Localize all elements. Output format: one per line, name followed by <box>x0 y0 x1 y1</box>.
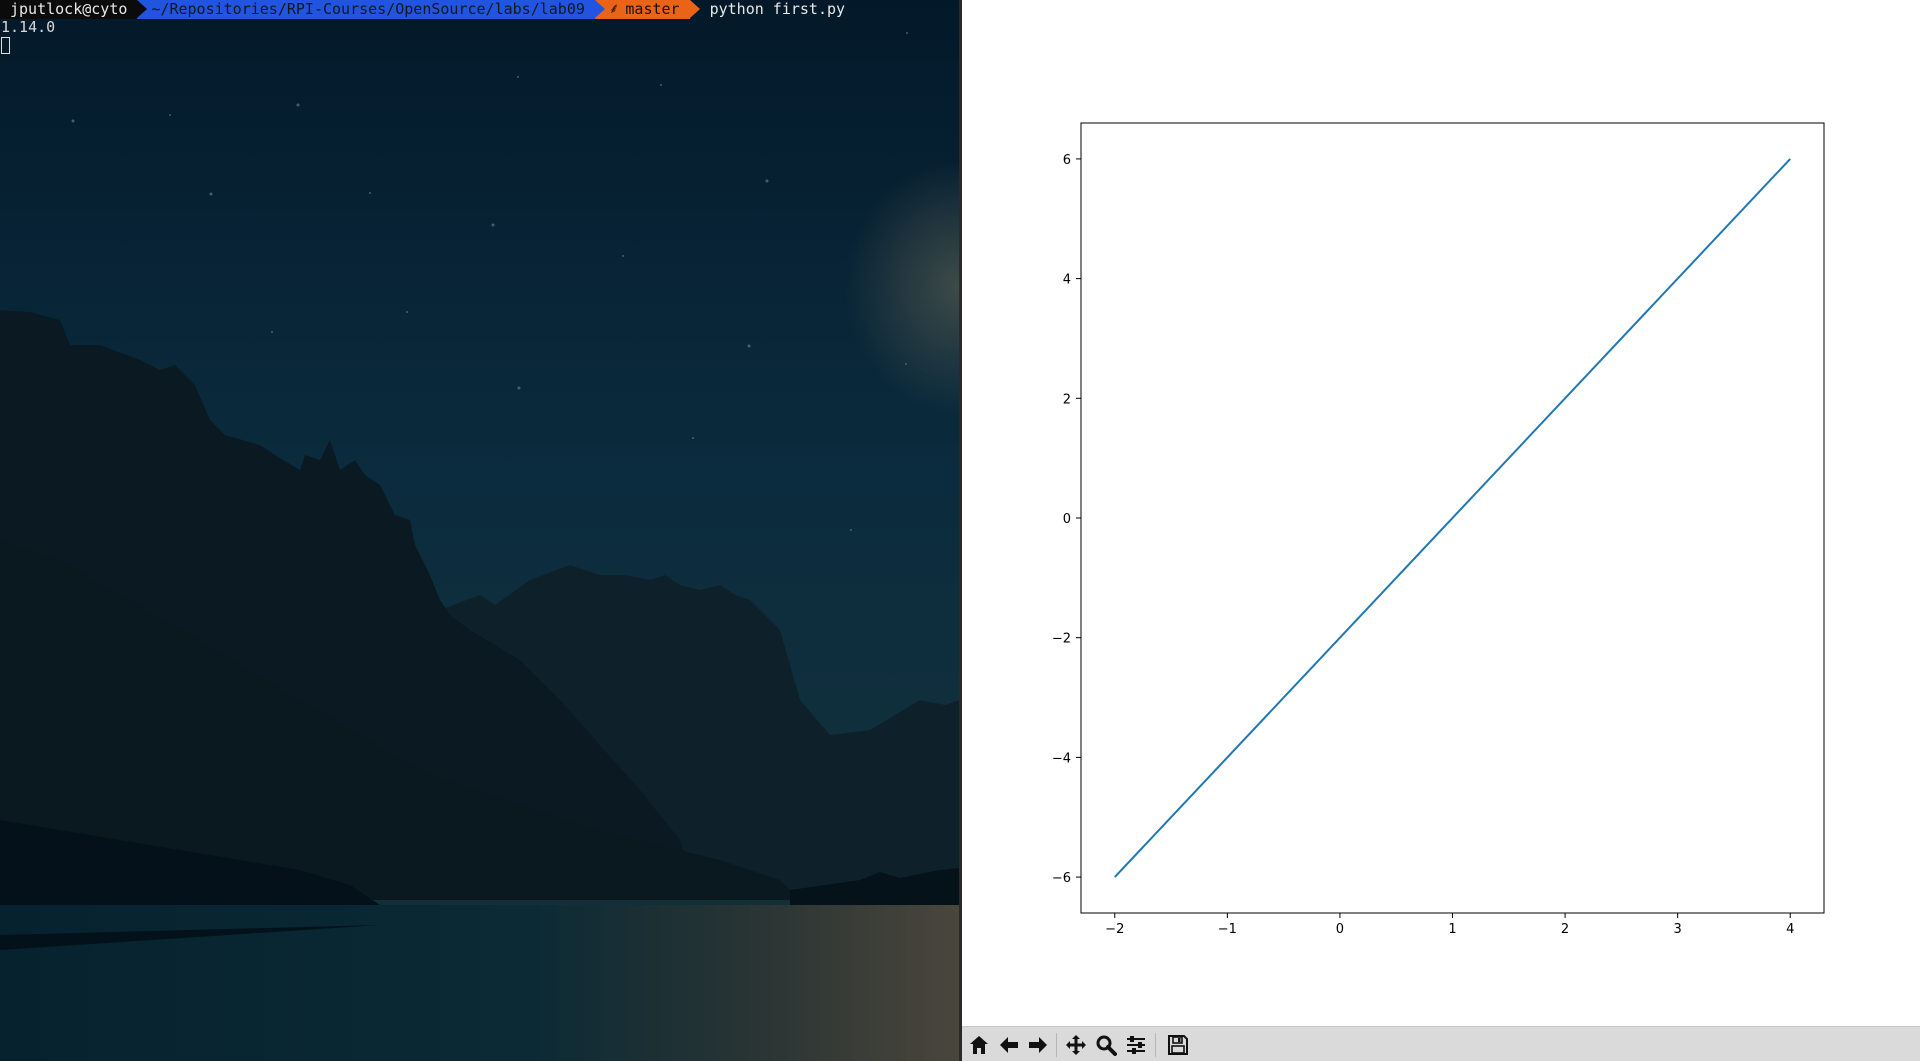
pan-button[interactable] <box>1063 1032 1089 1058</box>
navigation-toolbar <box>962 1026 1920 1061</box>
terminal-output: 1.14.0 <box>1 19 55 36</box>
configure-subplots-button[interactable] <box>1123 1032 1149 1058</box>
forward-arrow-icon <box>1029 1037 1047 1053</box>
pan-move-icon <box>1066 1035 1086 1055</box>
back-arrow-icon <box>1000 1037 1018 1053</box>
x-tick-label: 4 <box>1786 922 1794 937</box>
segment-separator <box>594 0 605 18</box>
save-button[interactable] <box>1165 1032 1191 1058</box>
prompt-command: python first.py <box>709 0 846 18</box>
y-tick-label: 0 <box>1063 512 1071 527</box>
x-tick-label: −1 <box>1218 922 1237 937</box>
x-tick-label: 1 <box>1448 922 1456 937</box>
figure-canvas[interactable]: −2 −1 0 1 2 3 4 −6 −4 −2 0 2 4 6 <box>962 0 1920 1026</box>
shell-prompt: jputlock@cyto ~/Repositories/RPI-Courses… <box>0 0 845 19</box>
segment-separator <box>689 0 700 18</box>
home-button[interactable] <box>966 1032 992 1058</box>
y-tick-label: −4 <box>1052 751 1071 766</box>
terminal-window[interactable]: jputlock@cyto ~/Repositories/RPI-Courses… <box>0 0 960 1061</box>
zoom-button[interactable] <box>1093 1032 1119 1058</box>
matplotlib-figure-window[interactable]: −2 −1 0 1 2 3 4 −6 −4 −2 0 2 4 6 <box>962 0 1920 1061</box>
git-branch-icon: ⸙ <box>608 1 620 17</box>
night-mountain-wallpaper <box>0 0 960 1061</box>
output-line: 1.14.0 <box>1 18 56 36</box>
segment-separator <box>137 0 148 18</box>
zoom-magnifier-icon <box>1096 1035 1117 1056</box>
back-button[interactable] <box>996 1032 1022 1058</box>
forward-button[interactable] <box>1025 1032 1051 1058</box>
y-tick-label: 6 <box>1063 153 1071 168</box>
x-tick-label: 0 <box>1336 922 1344 937</box>
window-divider <box>959 0 962 1061</box>
terminal-cursor <box>1 37 10 54</box>
y-tick-label: −2 <box>1052 632 1071 647</box>
prompt-path: ~/Repositories/RPI-Courses/OpenSource/la… <box>151 0 585 18</box>
prompt-path-segment: ~/Repositories/RPI-Courses/OpenSource/la… <box>137 0 605 19</box>
y-tick-label: 4 <box>1063 273 1071 288</box>
plot-axes: −2 −1 0 1 2 3 4 −6 −4 −2 0 2 4 6 <box>1052 122 1825 937</box>
prompt-branch: master <box>625 0 680 18</box>
x-tick-label: 2 <box>1561 922 1569 937</box>
x-tick-label: −2 <box>1105 922 1124 937</box>
configure-subplots-icon <box>1127 1036 1145 1054</box>
x-tick-label: 3 <box>1674 922 1682 937</box>
prompt-user-host-segment: jputlock@cyto <box>0 0 148 19</box>
prompt-branch-segment: ⸙ master <box>594 0 700 19</box>
y-tick-label: −6 <box>1052 871 1071 886</box>
home-icon <box>970 1036 988 1054</box>
toolbar-separator <box>1056 1033 1057 1057</box>
toolbar-separator <box>1155 1033 1156 1057</box>
save-floppy-icon <box>1168 1035 1188 1055</box>
prompt-user-host: jputlock@cyto <box>10 0 128 18</box>
series-line <box>1114 158 1791 878</box>
y-tick-label: 2 <box>1063 392 1071 407</box>
